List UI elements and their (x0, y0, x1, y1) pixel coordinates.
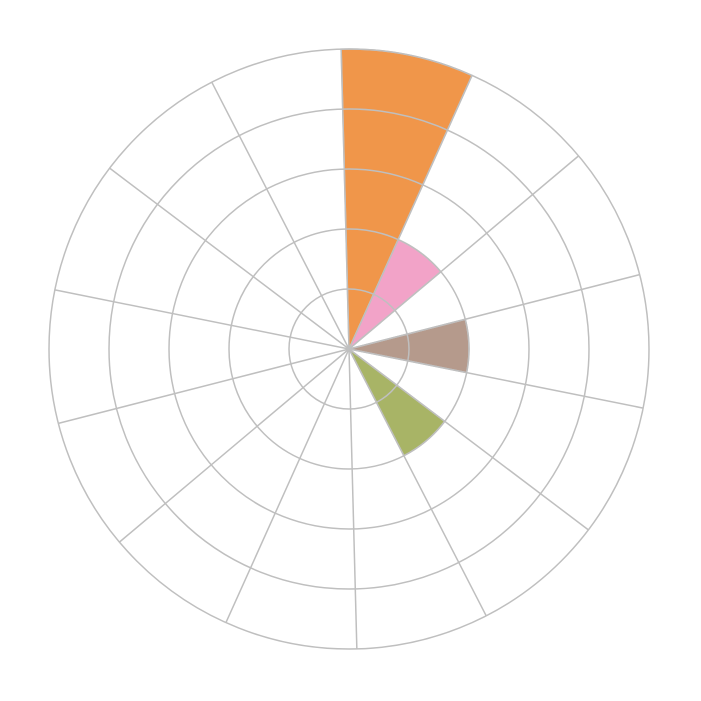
grid-spoke-2 (348, 155, 580, 350)
grid-spoke-0 (340, 49, 350, 350)
grid-spoke-7 (348, 348, 358, 649)
grid-spoke-12 (109, 167, 350, 350)
grid-spoke-11 (54, 289, 350, 350)
grid-spoke-9 (118, 348, 350, 543)
grid-spoke-5 (348, 348, 589, 531)
grid-spoke-1 (348, 75, 473, 350)
grid-spoke-4 (348, 348, 644, 409)
grid-spoke-13 (211, 81, 350, 350)
grid-spoke-3 (348, 273, 640, 350)
grid-ring-5 (48, 48, 650, 650)
grid-ring-2 (228, 228, 470, 470)
grid-ring-4 (108, 108, 590, 590)
grid-spoke-8 (225, 348, 350, 623)
grid-ring-1 (288, 288, 410, 410)
bar-sector-0 (340, 48, 474, 350)
grid-ring-3 (168, 168, 530, 530)
grid-spoke-6 (348, 348, 487, 617)
grid-spoke-10 (58, 348, 350, 425)
